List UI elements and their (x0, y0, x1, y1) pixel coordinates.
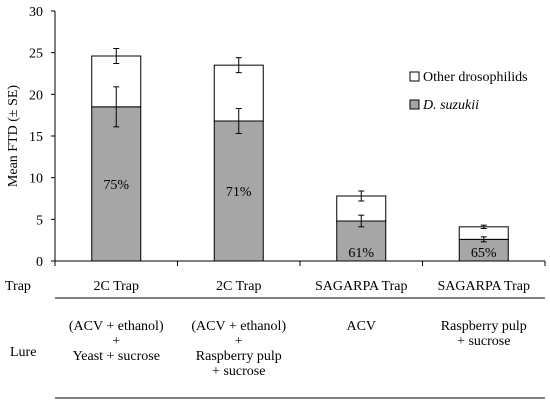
percentage-label: 65% (471, 246, 497, 261)
legend: Other drosophilids D. suzukii (409, 70, 528, 113)
percentage-label: 71% (226, 185, 252, 200)
lure-text: (ACV + ethanol) (191, 319, 286, 334)
lure-text: + (235, 334, 243, 349)
y-axis-label: Mean FTD (± SE) (6, 85, 21, 188)
lure-text: + sucrose (212, 364, 265, 379)
percentage-label: 75% (103, 178, 129, 193)
y-tick-label: 30 (29, 5, 43, 20)
trap-row-label: Trap (5, 279, 31, 294)
trap-name: SAGARPA Trap (438, 279, 530, 294)
lure-row-label: Lure (10, 345, 36, 360)
y-tick-label: 10 (29, 172, 43, 187)
y-tick-label: 5 (36, 213, 43, 228)
lure-text: Yeast + sucrose (73, 349, 160, 364)
y-tick-labels: 0 5 10 15 20 25 30 (29, 5, 546, 270)
bars: 75% 71% 61% 65% (91, 48, 509, 262)
lure-text: (ACV + ethanol) (69, 319, 164, 334)
lure-text: + sucrose (457, 334, 510, 349)
bar-d-suzukii (91, 106, 142, 262)
trap-name: 2C Trap (93, 279, 139, 294)
percentage-label: 61% (348, 246, 374, 261)
lure-text: Raspberry pulp (441, 319, 527, 334)
category-table: Trap Lure 2C Trap(ACV + ethanol)+Yeast +… (5, 279, 545, 399)
legend-label: D. suzukii (422, 98, 479, 113)
lure-text: ACV (346, 319, 376, 334)
trap-name: 2C Trap (216, 279, 262, 294)
bar-d-suzukii (213, 120, 264, 262)
y-tick-label: 15 (29, 130, 43, 145)
y-tick-label: 25 (29, 47, 43, 62)
y-tick-label: 0 (36, 255, 43, 270)
lure-text: Raspberry pulp (196, 349, 282, 364)
y-tick-label: 20 (29, 88, 43, 103)
legend-swatch (409, 99, 420, 110)
bar-d-suzukii (336, 220, 387, 262)
legend-label: Other drosophilids (423, 70, 528, 85)
trap-name: SAGARPA Trap (315, 279, 407, 294)
legend-swatch (409, 71, 420, 82)
lure-text: + (112, 334, 120, 349)
